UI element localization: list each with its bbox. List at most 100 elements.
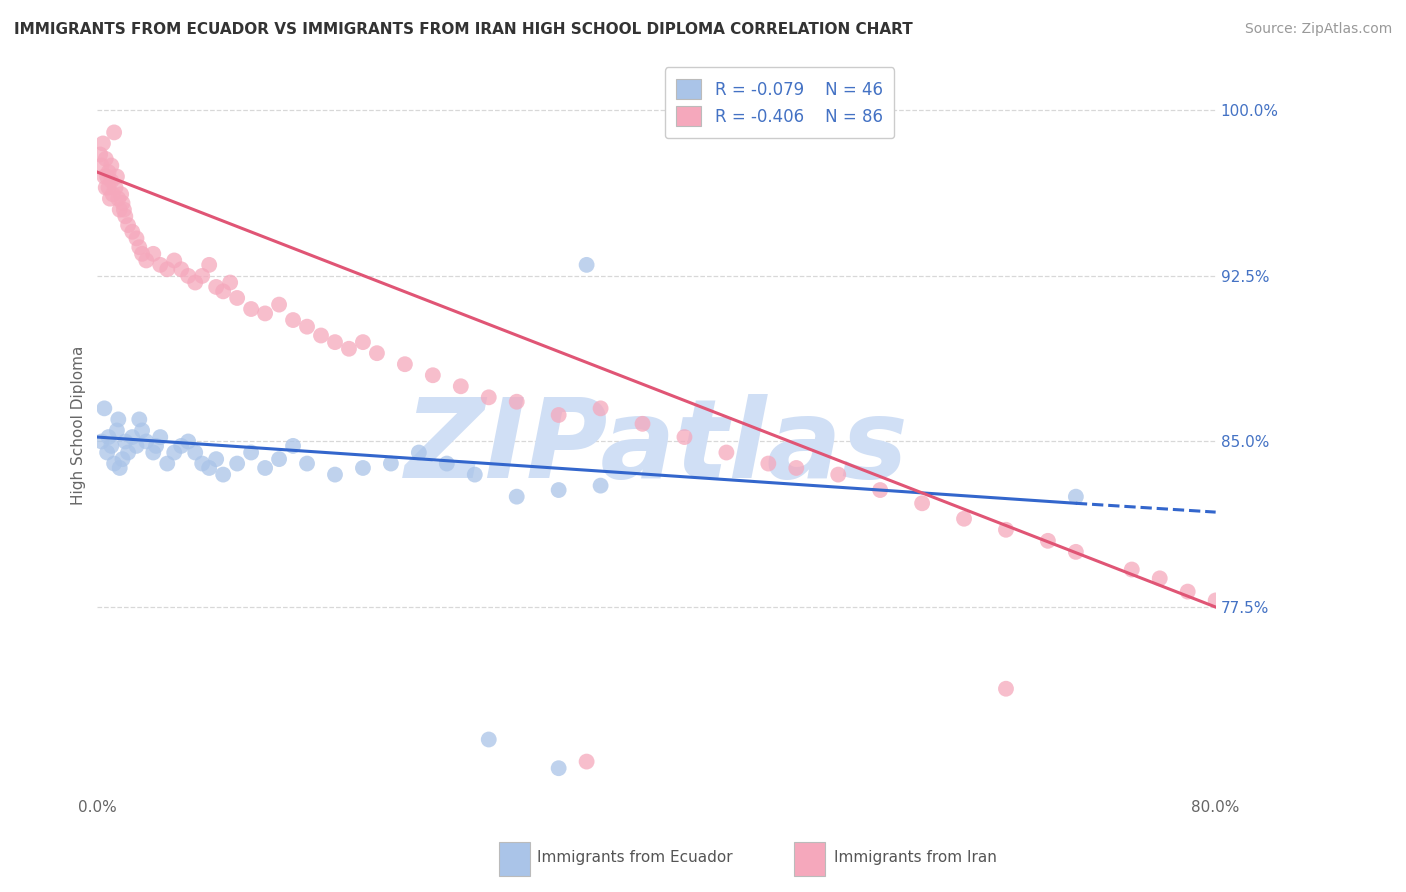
- Text: Source: ZipAtlas.com: Source: ZipAtlas.com: [1244, 22, 1392, 37]
- Point: [125, 439, 148, 453]
- Point: [163, 445, 186, 459]
- Point: [101, 187, 124, 202]
- Text: Immigrants from Iran: Immigrants from Iran: [834, 850, 997, 864]
- Point: [108, 202, 131, 217]
- Point: [114, 434, 136, 449]
- Point: [254, 461, 277, 475]
- Point: [142, 445, 165, 459]
- Point: [575, 755, 598, 769]
- Point: [131, 247, 153, 261]
- Text: ZIPatlas: ZIPatlas: [405, 393, 908, 500]
- Point: [450, 379, 472, 393]
- Point: [94, 180, 117, 194]
- Point: [111, 452, 134, 467]
- Point: [128, 240, 150, 254]
- Point: [547, 483, 569, 497]
- Point: [149, 258, 172, 272]
- Point: [309, 328, 332, 343]
- Point: [121, 225, 143, 239]
- Point: [184, 276, 207, 290]
- Point: [219, 276, 242, 290]
- Point: [589, 478, 612, 492]
- Point: [98, 192, 121, 206]
- Point: [97, 430, 120, 444]
- Point: [1205, 593, 1227, 607]
- Point: [131, 424, 153, 438]
- Point: [97, 165, 120, 179]
- Point: [142, 247, 165, 261]
- Point: [281, 313, 304, 327]
- Point: [352, 335, 374, 350]
- Point: [1036, 533, 1059, 548]
- Point: [170, 439, 193, 453]
- Point: [323, 335, 346, 350]
- Point: [156, 262, 179, 277]
- Point: [100, 159, 122, 173]
- Point: [96, 169, 118, 184]
- Point: [994, 681, 1017, 696]
- Point: [756, 457, 779, 471]
- Point: [408, 445, 430, 459]
- Point: [212, 285, 235, 299]
- Point: [198, 258, 221, 272]
- Text: IMMIGRANTS FROM ECUADOR VS IMMIGRANTS FROM IRAN HIGH SCHOOL DIPLOMA CORRELATION : IMMIGRANTS FROM ECUADOR VS IMMIGRANTS FR…: [14, 22, 912, 37]
- Point: [135, 253, 157, 268]
- Point: [93, 401, 115, 416]
- Point: [103, 457, 125, 471]
- Point: [394, 357, 416, 371]
- Point: [1149, 571, 1171, 585]
- Point: [105, 169, 128, 184]
- Point: [547, 408, 569, 422]
- Point: [575, 258, 598, 272]
- Point: [226, 291, 249, 305]
- Point: [226, 457, 249, 471]
- Point: [112, 202, 135, 217]
- Point: [1316, 600, 1339, 615]
- Point: [506, 490, 529, 504]
- Point: [177, 434, 200, 449]
- Point: [254, 306, 277, 320]
- Point: [104, 180, 127, 194]
- Point: [1344, 600, 1367, 615]
- Point: [436, 457, 458, 471]
- Point: [205, 280, 228, 294]
- Point: [96, 445, 118, 459]
- Point: [323, 467, 346, 482]
- Point: [1064, 490, 1087, 504]
- Point: [111, 196, 134, 211]
- Point: [117, 218, 139, 232]
- Point: [1372, 600, 1395, 615]
- Point: [1400, 600, 1406, 615]
- Point: [1233, 600, 1256, 615]
- Point: [673, 430, 696, 444]
- Point: [631, 417, 654, 431]
- Point: [506, 394, 529, 409]
- Point: [827, 467, 849, 482]
- Point: [191, 457, 214, 471]
- Point: [103, 125, 125, 139]
- Point: [191, 268, 214, 283]
- Point: [205, 452, 228, 467]
- Point: [267, 297, 290, 311]
- Point: [184, 445, 207, 459]
- Point: [107, 412, 129, 426]
- Point: [91, 136, 114, 151]
- Point: [240, 301, 263, 316]
- Point: [1121, 562, 1143, 576]
- Point: [100, 439, 122, 453]
- Point: [994, 523, 1017, 537]
- Point: [93, 169, 115, 184]
- Point: [785, 461, 807, 475]
- Point: [90, 434, 112, 449]
- Point: [90, 159, 112, 173]
- Point: [1177, 584, 1199, 599]
- Point: [107, 192, 129, 206]
- Point: [478, 732, 501, 747]
- Point: [716, 445, 738, 459]
- Point: [1064, 545, 1087, 559]
- Point: [114, 209, 136, 223]
- Point: [352, 461, 374, 475]
- Point: [100, 174, 122, 188]
- Point: [135, 434, 157, 449]
- Point: [337, 342, 360, 356]
